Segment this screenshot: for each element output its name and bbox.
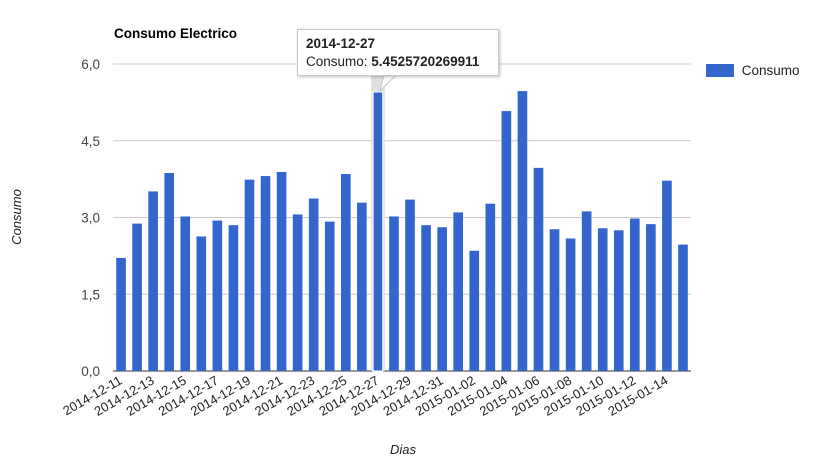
tooltip-value: 5.4525720269911	[371, 54, 480, 69]
bar-2014-12-18[interactable]	[228, 225, 239, 371]
bar-2014-12-12[interactable]	[132, 223, 142, 371]
bar-2014-12-23[interactable]	[308, 198, 319, 371]
bar-2014-12-27[interactable]	[372, 91, 384, 372]
tooltip-series-label: Consumo:	[306, 54, 368, 69]
y-axis-ticks: 0,0 1,5 3,0 4,5 6,0	[81, 57, 100, 379]
legend[interactable]: Consumo	[706, 62, 800, 78]
bar-2014-12-19[interactable]	[244, 179, 255, 371]
bar-2015-01-05[interactable]	[517, 91, 528, 371]
bar-2015-01-11[interactable]	[613, 230, 624, 371]
bar-2015-01-03[interactable]	[485, 203, 496, 371]
bar-2014-12-30[interactable]	[421, 225, 431, 371]
tooltip-date: 2014-12-27	[306, 36, 376, 51]
x-axis-label: Dias	[390, 442, 417, 457]
bar-2014-12-25[interactable]	[340, 174, 351, 371]
bar-2014-12-14[interactable]	[164, 172, 175, 371]
bar-2014-12-17[interactable]	[212, 220, 223, 371]
bars[interactable]	[116, 64, 688, 372]
tooltip: 2014-12-27 Consumo: 5.4525720269911	[297, 29, 499, 76]
bar-2015-01-09[interactable]	[581, 211, 592, 371]
bar-2014-12-26[interactable]	[357, 202, 367, 371]
bar-2014-12-15[interactable]	[180, 216, 191, 371]
bar-2014-12-21[interactable]	[276, 171, 287, 371]
bar-2015-01-07[interactable]	[549, 229, 560, 371]
bar-2014-12-13[interactable]	[148, 191, 158, 371]
bar-2015-01-12[interactable]	[629, 218, 640, 371]
x-axis-ticks: 2014-12-112014-12-132014-12-152014-12-17…	[60, 373, 670, 419]
y-tick-label: 4,5	[81, 134, 100, 149]
legend-label: Consumo	[741, 62, 800, 78]
y-axis-label: Consumo	[9, 189, 24, 245]
bar-2014-12-31[interactable]	[437, 227, 447, 371]
bar-2015-01-14[interactable]	[662, 180, 672, 371]
legend-swatch	[706, 63, 734, 77]
bar-2014-12-29[interactable]	[405, 199, 415, 371]
bar-2015-01-13[interactable]	[646, 224, 656, 371]
chart-title: Consumo Electrico	[114, 26, 237, 41]
bar-2015-01-10[interactable]	[597, 228, 608, 371]
bar-2014-12-22[interactable]	[292, 214, 303, 371]
y-tick-label: 0,0	[81, 364, 100, 379]
bar-2015-01-02[interactable]	[469, 250, 480, 371]
bar-2014-12-24[interactable]	[324, 221, 335, 371]
bar-2014-12-11[interactable]	[116, 257, 126, 371]
bar-2014-12-16[interactable]	[196, 236, 207, 371]
bar-2015-01-08[interactable]	[565, 238, 576, 371]
bar-2015-01-06[interactable]	[533, 167, 544, 371]
bar-2014-12-20[interactable]	[260, 176, 271, 371]
y-tick-label: 6,0	[81, 57, 100, 72]
bar-2015-01-04[interactable]	[501, 111, 512, 371]
bar-2015-01-01[interactable]	[453, 212, 464, 371]
y-tick-label: 3,0	[81, 211, 100, 226]
y-tick-label: 1,5	[81, 287, 100, 302]
bar-2014-12-28[interactable]	[389, 216, 399, 371]
bar-2015-01-15[interactable]	[678, 244, 688, 371]
